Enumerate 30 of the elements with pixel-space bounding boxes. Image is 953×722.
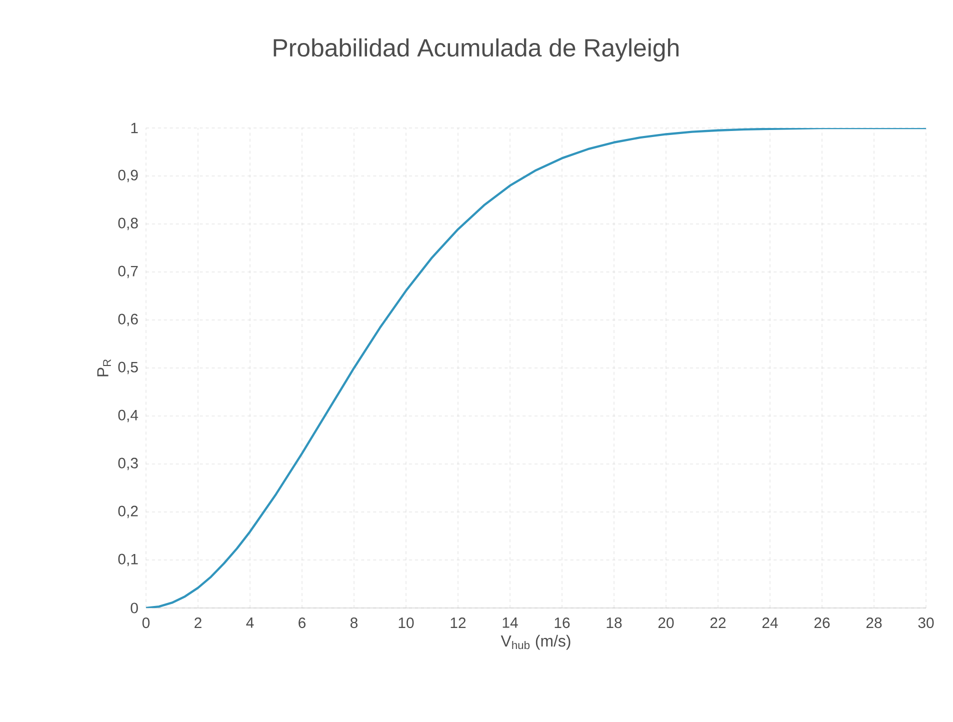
x-tick-label: 26 bbox=[814, 618, 830, 628]
y-tick-label: 0,4 bbox=[118, 410, 138, 422]
x-tick-label: 22 bbox=[710, 618, 726, 628]
y-tick-label: 0,8 bbox=[118, 218, 138, 230]
x-tick-label: 0 bbox=[142, 618, 150, 628]
x-tick-label: 30 bbox=[918, 618, 934, 628]
x-tick-label: 2 bbox=[194, 618, 202, 628]
y-tick-label: 1 bbox=[131, 122, 138, 134]
x-tick-label: 6 bbox=[298, 618, 306, 628]
x-tick-label: 12 bbox=[450, 618, 466, 628]
x-tick-label: 14 bbox=[502, 618, 518, 628]
y-tick-label: 0,2 bbox=[118, 506, 138, 518]
x-tick-label: 20 bbox=[658, 618, 674, 628]
x-axis-title: V$_{hub}$ (m/s) bbox=[500, 634, 570, 650]
x-tick-label: 18 bbox=[606, 618, 622, 628]
y-tick-label: 0,9 bbox=[118, 170, 138, 182]
y-tick-label: 0 bbox=[130, 602, 138, 614]
y-tick-label: 0,5 bbox=[118, 362, 138, 374]
y-axis-title: P$_{R}$ bbox=[97, 359, 111, 376]
x-tick-label: 8 bbox=[350, 618, 358, 628]
x-tick-label: 16 bbox=[554, 618, 570, 628]
y-tick-label: 0,6 bbox=[118, 314, 138, 326]
x-tick-label: 10 bbox=[398, 618, 414, 628]
x-tick-label: 24 bbox=[762, 618, 778, 628]
y-tick-label: 0,3 bbox=[118, 458, 138, 470]
chart-title: Probabilidad Acumulada de Rayleigh bbox=[274, 38, 679, 62]
x-tick-label: 4 bbox=[246, 618, 254, 628]
y-tick-label: 0,7 bbox=[118, 266, 138, 278]
y-tick-label: 0,1 bbox=[118, 554, 138, 566]
x-tick-label: 28 bbox=[866, 618, 882, 628]
